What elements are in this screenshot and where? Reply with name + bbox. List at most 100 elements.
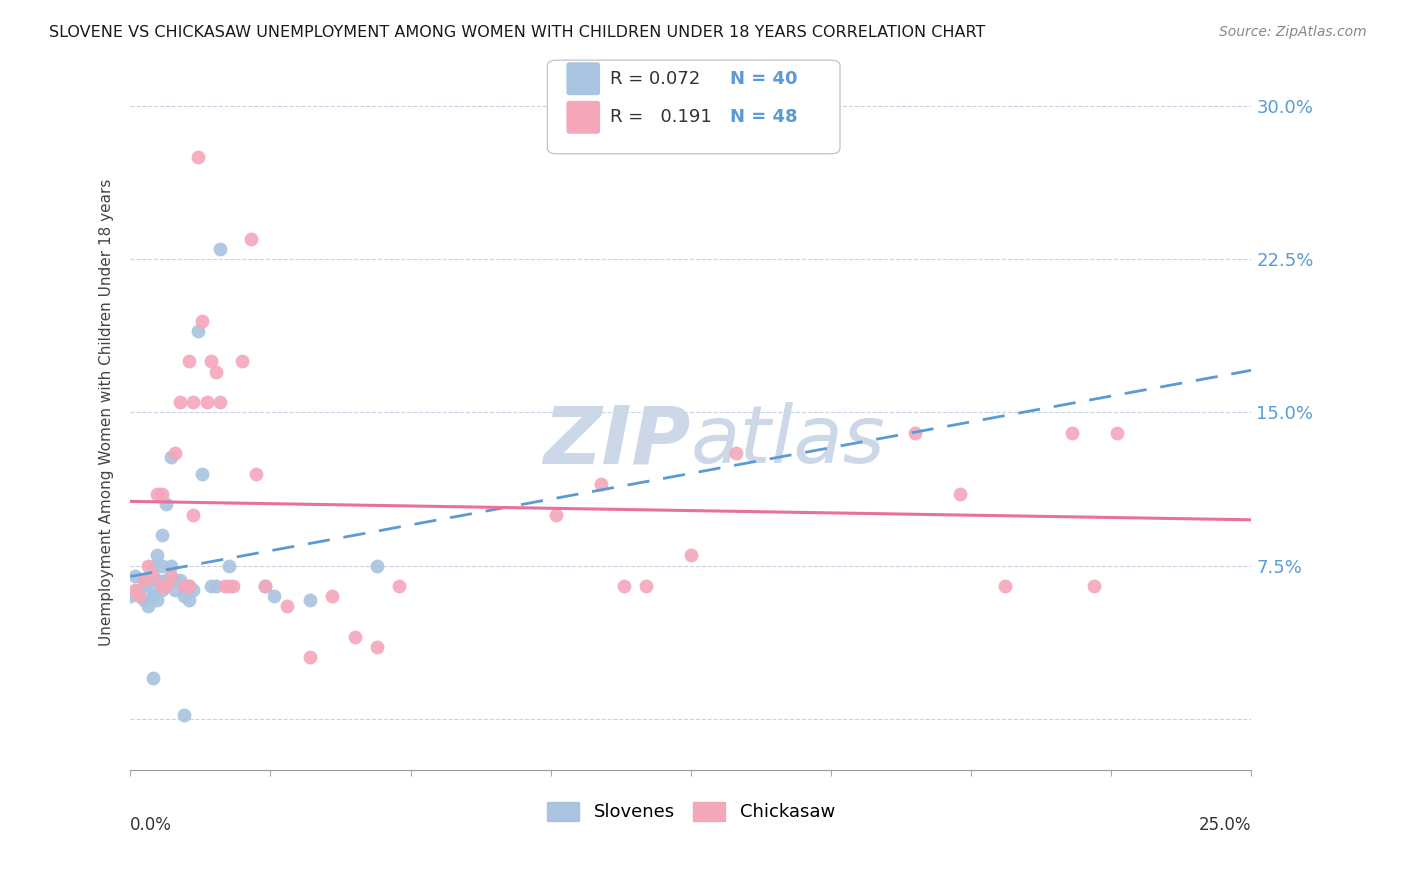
Point <box>177 354 200 368</box>
Point <box>169 395 191 409</box>
Point <box>613 579 636 593</box>
Point <box>136 599 159 614</box>
Point <box>124 583 146 598</box>
Point <box>904 425 927 440</box>
Point <box>276 599 298 614</box>
Point <box>204 579 226 593</box>
Point <box>253 579 276 593</box>
Point <box>343 630 366 644</box>
Point <box>128 583 150 598</box>
Text: atlas: atlas <box>690 402 886 480</box>
Point <box>146 549 169 563</box>
Text: N = 40: N = 40 <box>730 70 797 87</box>
Point <box>298 593 321 607</box>
Point <box>132 579 155 593</box>
Text: R = 0.072: R = 0.072 <box>610 70 700 87</box>
Point <box>191 467 214 481</box>
Point <box>150 583 173 598</box>
Y-axis label: Unemployment Among Women with Children Under 18 years: Unemployment Among Women with Children U… <box>100 178 114 646</box>
Point <box>150 579 173 593</box>
Point <box>231 354 253 368</box>
Point <box>173 579 195 593</box>
Point <box>142 671 165 685</box>
Text: ZIP: ZIP <box>544 402 690 480</box>
Point <box>132 573 155 587</box>
Point <box>366 558 388 573</box>
Point <box>200 579 222 593</box>
Point <box>724 446 747 460</box>
Point <box>173 707 195 722</box>
Point <box>120 589 142 603</box>
Point <box>187 324 209 338</box>
Point <box>155 579 177 593</box>
Point <box>222 579 245 593</box>
Point <box>1105 425 1128 440</box>
Point <box>159 450 181 465</box>
Point <box>240 232 263 246</box>
Point <box>136 573 159 587</box>
Point <box>218 579 240 593</box>
Point <box>165 583 187 598</box>
Point <box>155 497 177 511</box>
Point <box>181 508 204 522</box>
Point <box>298 650 321 665</box>
Point <box>142 589 165 603</box>
Point <box>146 573 169 587</box>
Point <box>173 589 195 603</box>
Point <box>191 313 214 327</box>
Point <box>366 640 388 655</box>
Point <box>245 467 267 481</box>
Point <box>165 446 187 460</box>
Point <box>181 395 204 409</box>
Point <box>142 558 165 573</box>
Text: SLOVENE VS CHICKASAW UNEMPLOYMENT AMONG WOMEN WITH CHILDREN UNDER 18 YEARS CORRE: SLOVENE VS CHICKASAW UNEMPLOYMENT AMONG … <box>49 25 986 40</box>
Point <box>181 583 204 598</box>
Point <box>150 528 173 542</box>
Point <box>1083 579 1105 593</box>
Point <box>146 487 169 501</box>
Text: 0.0%: 0.0% <box>131 816 172 834</box>
Point <box>195 395 218 409</box>
Point <box>173 579 195 593</box>
Point <box>679 549 702 563</box>
Point <box>994 579 1017 593</box>
Point <box>200 354 222 368</box>
Point <box>253 579 276 593</box>
FancyBboxPatch shape <box>567 62 600 95</box>
Point <box>321 589 343 603</box>
Text: R =   0.191: R = 0.191 <box>610 108 711 127</box>
Point <box>124 569 146 583</box>
Point <box>150 487 173 501</box>
Point <box>177 579 200 593</box>
Point <box>177 579 200 593</box>
Text: 25.0%: 25.0% <box>1199 816 1251 834</box>
Point <box>591 476 613 491</box>
Text: Source: ZipAtlas.com: Source: ZipAtlas.com <box>1219 25 1367 39</box>
Point <box>208 395 231 409</box>
FancyBboxPatch shape <box>547 60 839 153</box>
Point <box>214 579 236 593</box>
Point <box>263 589 285 603</box>
Point <box>208 242 231 256</box>
Point <box>136 558 159 573</box>
Point <box>128 589 150 603</box>
Point <box>1060 425 1083 440</box>
Point <box>187 150 209 164</box>
Point <box>146 593 169 607</box>
Point <box>142 583 165 598</box>
Point <box>177 593 200 607</box>
Point <box>159 569 181 583</box>
Point <box>150 558 173 573</box>
Point <box>169 573 191 587</box>
Point <box>218 558 240 573</box>
Point <box>132 593 155 607</box>
FancyBboxPatch shape <box>567 101 600 134</box>
Point <box>388 579 411 593</box>
Legend: Slovenes, Chickasaw: Slovenes, Chickasaw <box>547 802 835 822</box>
Point <box>634 579 657 593</box>
Point <box>155 573 177 587</box>
Point <box>165 573 187 587</box>
Point <box>949 487 972 501</box>
Point <box>546 508 568 522</box>
Point <box>204 365 226 379</box>
